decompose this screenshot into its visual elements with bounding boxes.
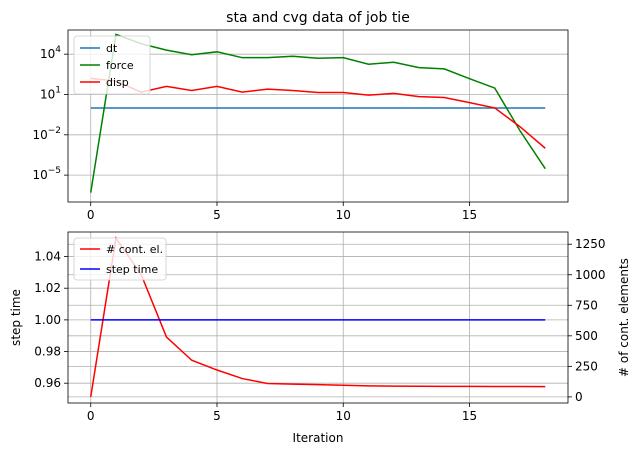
bottom-axes-frame [67,231,569,404]
y-tick-label: 101 [40,86,61,102]
right-y-tick-label: 250 [575,359,598,373]
top-subplot: sta and cvg data of job tie 0 5 10 15 10−51… [32,10,569,222]
top-x-ticks: 0 5 10 15 [87,202,477,222]
bottom-right-y-ticks: 0 250 500 750 1000 1250 [568,237,606,404]
y-tick-label: 1.00 [34,313,61,327]
y-tick-label: 1.04 [34,250,61,264]
y-tick-label: 1.02 [34,281,61,295]
top-axes-frame [67,29,569,203]
top-series-lines [89,33,546,193]
top-y-ticks: 10−5 10−2 101 104 [32,45,68,182]
x-tick-label: 15 [462,409,477,423]
series-line-disp [90,77,546,149]
legend-label: step time [106,263,158,276]
x-axis-label: Iteration [293,431,344,445]
y-tick-label: 104 [40,45,61,61]
right-y-tick-label: 750 [575,298,598,312]
y-tick-label: 0.96 [34,376,61,390]
x-tick-label: 10 [336,409,351,423]
right-y-tick-label: 0 [575,390,583,404]
right-y-tick-label: 1250 [575,237,606,251]
legend-label: disp [106,76,129,89]
x-tick-label: 10 [336,208,351,222]
legend-label: # cont. el. [106,243,163,256]
bottom-subplot: 0 5 10 15 0.96 0.98 1.00 1.02 1.04 0 250 500 750 10… [9,231,631,445]
right-y-tick-label: 1000 [575,268,606,282]
right-y-axis-label: # of cont. elements [617,258,631,377]
left-y-axis-label: step time [9,289,23,346]
series-line--cont-el- [89,236,546,398]
x-tick-label: 0 [87,409,95,423]
y-tick-label: 0.98 [34,345,61,359]
bottom-series-lines [89,236,546,398]
x-tick-label: 5 [213,409,221,423]
x-tick-label: 15 [462,208,477,222]
legend-label: dt [106,42,118,55]
right-y-tick-label: 500 [575,329,598,343]
top-grid [68,30,568,202]
legend-box [73,35,151,95]
legend-label: force [106,59,134,72]
bottom-x-ticks: 0 5 10 15 [87,403,477,423]
series-line-force [89,33,546,193]
top-legend: dt force disp [73,35,151,95]
y-tick-label: 10−5 [32,166,61,182]
chart-title: sta and cvg data of job tie [226,10,410,26]
bottom-legend: # cont. el. step time [73,237,167,281]
y-tick-label: 10−2 [32,126,61,142]
bottom-left-y-ticks: 0.96 0.98 1.00 1.02 1.04 [34,250,68,390]
x-tick-label: 0 [87,208,95,222]
x-tick-label: 5 [213,208,221,222]
